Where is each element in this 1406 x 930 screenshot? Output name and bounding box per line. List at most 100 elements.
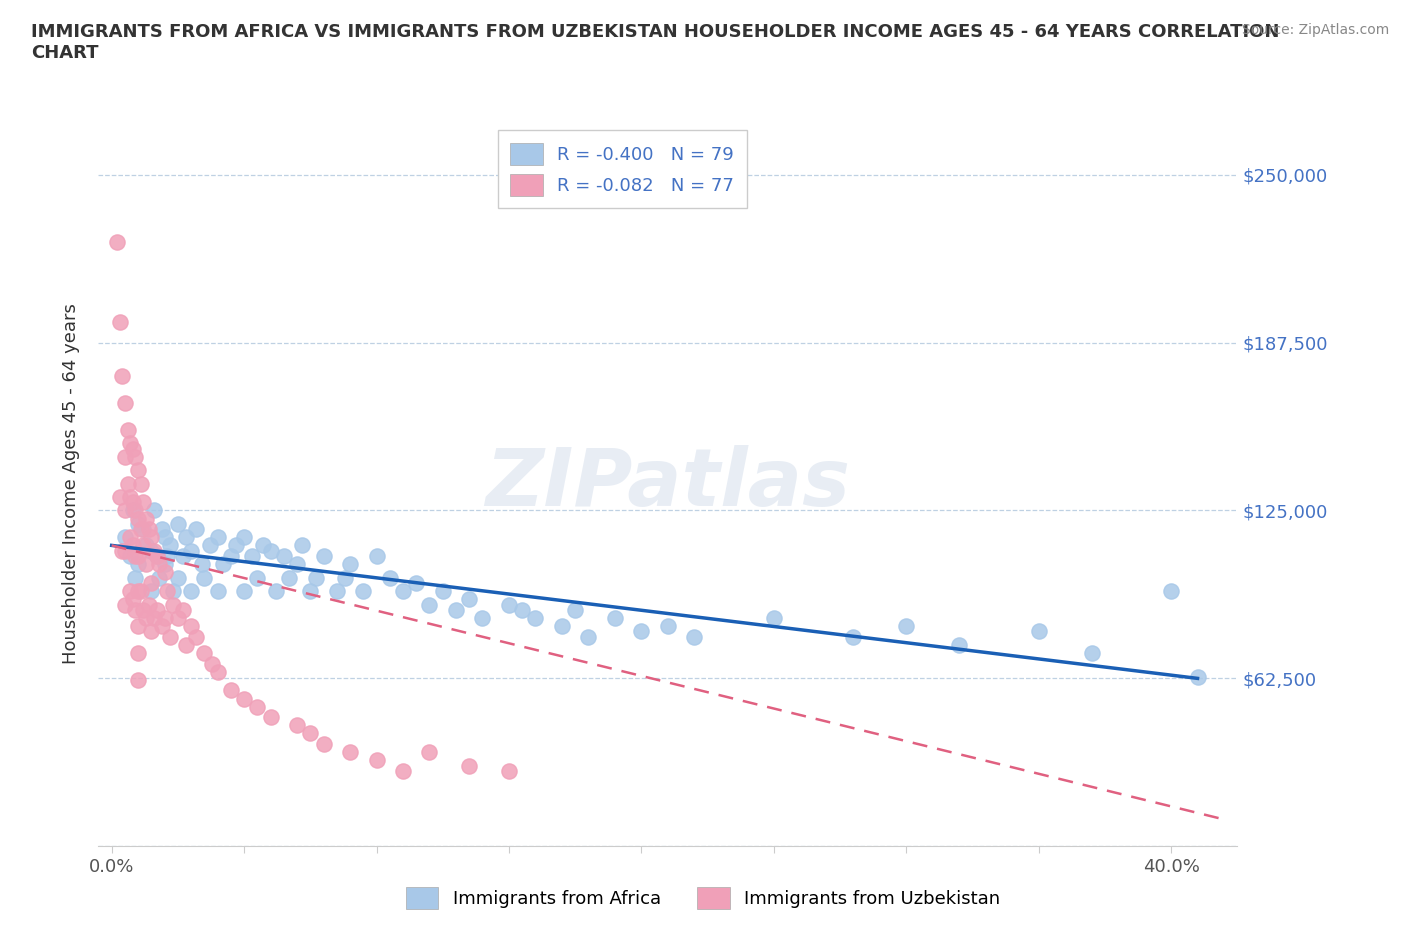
Point <box>207 584 229 599</box>
Point <box>150 522 173 537</box>
Point <box>138 597 160 612</box>
Point <box>233 691 256 706</box>
Point <box>233 530 256 545</box>
Point <box>246 699 269 714</box>
Point <box>114 395 136 410</box>
Point <box>127 645 149 660</box>
Point <box>132 603 155 618</box>
Point <box>120 436 142 451</box>
Point <box>153 565 176 579</box>
Point <box>259 543 281 558</box>
Point <box>186 522 208 537</box>
Point <box>576 630 599 644</box>
Point <box>143 503 166 518</box>
Point <box>127 557 149 572</box>
Point <box>108 489 131 504</box>
Point <box>132 538 155 552</box>
Point <box>312 737 335 751</box>
Point <box>180 584 202 599</box>
Legend: Immigrants from Africa, Immigrants from Uzbekistan: Immigrants from Africa, Immigrants from … <box>399 880 1007 916</box>
Point <box>167 610 190 625</box>
Point <box>252 538 274 552</box>
Point <box>121 495 143 510</box>
Point <box>132 495 155 510</box>
Point <box>156 584 179 599</box>
Point <box>153 530 176 545</box>
Point <box>174 637 197 652</box>
Point <box>141 543 163 558</box>
Point <box>198 538 221 552</box>
Point <box>193 645 215 660</box>
Point <box>240 549 263 564</box>
Point <box>498 764 520 778</box>
Point <box>212 557 235 572</box>
Point <box>193 570 215 585</box>
Point <box>153 557 176 572</box>
Point <box>299 726 322 741</box>
Point <box>392 584 415 599</box>
Point <box>524 610 547 625</box>
Point <box>246 570 269 585</box>
Point <box>366 549 388 564</box>
Point <box>174 530 197 545</box>
Point <box>114 449 136 464</box>
Point <box>207 664 229 679</box>
Point <box>162 597 184 612</box>
Point <box>1028 624 1050 639</box>
Point <box>141 576 163 591</box>
Point <box>172 603 194 618</box>
Point <box>167 570 190 585</box>
Text: Source: ZipAtlas.com: Source: ZipAtlas.com <box>1241 23 1389 37</box>
Point <box>339 557 361 572</box>
Point <box>683 630 706 644</box>
Point <box>111 368 134 383</box>
Point <box>124 603 146 618</box>
Point <box>1080 645 1102 660</box>
Point <box>143 610 166 625</box>
Point <box>148 557 170 572</box>
Point <box>172 549 194 564</box>
Point <box>352 584 374 599</box>
Point <box>180 543 202 558</box>
Point <box>124 570 146 585</box>
Point <box>471 610 494 625</box>
Point <box>124 503 146 518</box>
Point <box>117 476 139 491</box>
Point <box>121 538 143 552</box>
Point <box>141 624 163 639</box>
Point <box>135 538 157 552</box>
Point <box>162 584 184 599</box>
Point <box>141 584 163 599</box>
Point <box>127 463 149 478</box>
Point <box>156 549 179 564</box>
Point <box>510 603 533 618</box>
Text: ZIPatlas: ZIPatlas <box>485 445 851 523</box>
Point <box>233 584 256 599</box>
Point <box>418 745 440 760</box>
Point <box>167 516 190 531</box>
Point <box>326 584 349 599</box>
Point <box>405 576 427 591</box>
Point <box>762 610 785 625</box>
Point <box>180 618 202 633</box>
Point <box>129 522 152 537</box>
Point <box>150 618 173 633</box>
Point <box>186 630 208 644</box>
Point <box>285 718 308 733</box>
Point <box>124 449 146 464</box>
Point <box>159 630 181 644</box>
Point <box>127 672 149 687</box>
Point <box>153 610 176 625</box>
Point <box>304 570 326 585</box>
Point <box>603 610 626 625</box>
Point <box>145 603 167 618</box>
Point <box>114 543 136 558</box>
Point <box>291 538 314 552</box>
Point <box>120 530 142 545</box>
Point <box>201 657 224 671</box>
Point <box>498 597 520 612</box>
Point <box>114 597 136 612</box>
Point <box>378 570 401 585</box>
Point <box>108 315 131 330</box>
Point <box>948 637 970 652</box>
